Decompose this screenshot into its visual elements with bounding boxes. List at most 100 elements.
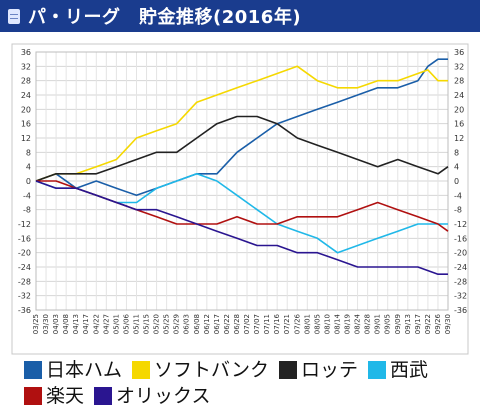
y-tick-label-right: 4 [454,163,459,172]
y-tick-label-left: -4 [23,191,31,200]
x-tick-label: 06/28 [233,314,241,334]
page-title: パ・リーグ 貯金推移(2016年) [28,7,302,28]
legend-item: 日本ハム [24,357,122,383]
y-tick-label-right: 0 [454,177,459,186]
x-tick-label: 09/05 [384,314,392,334]
y-tick-label-right: 36 [454,48,464,57]
y-tick-label-left: -32 [18,292,31,301]
x-tick-label: 05/20 [153,314,161,334]
legend-swatch [24,387,42,405]
x-tick-label: 05/06 [122,313,130,334]
y-tick-label-left: 32 [21,62,31,71]
x-tick-label: 07/11 [263,314,271,334]
x-tick-label: 07/02 [243,314,251,334]
x-tick-label: 04/17 [82,314,90,334]
y-tick-label-left: 8 [26,148,31,157]
y-tick-label-left: -8 [23,206,31,215]
x-tick-label: 06/22 [223,314,231,334]
y-tick-label-right: -24 [454,263,467,272]
x-tick-label: 08/28 [364,314,372,334]
y-tick-label-left: -24 [18,263,31,272]
x-tick-label: 08/19 [344,314,352,334]
x-tick-label: 04/27 [102,314,110,334]
legend-item: ソフトバンク [132,357,269,383]
y-tick-label-left: -16 [18,234,31,243]
x-tick-label: 03/25 [32,314,40,334]
legend-label: 日本ハム [46,359,123,381]
x-tick-label: 04/03 [52,314,60,334]
series-line-ロッテ [35,115,449,182]
x-tick-label: 07/26 [293,313,301,334]
legend-swatch [132,361,151,379]
legend-item: 楽天 [24,383,84,409]
y-tick-label-left: 0 [26,177,31,186]
x-tick-label: 09/17 [414,314,422,334]
y-tick-label-left: 24 [21,91,31,100]
y-tick-label-right: -4 [454,191,462,200]
chart-area: 36 36 32 32 28 28 24 24 20 20 16 16 12 12 8 8 4 4 0 0 -4 -4 -8… [0,38,480,358]
legend-swatch [367,361,386,379]
y-tick-label-left: 36 [21,48,31,57]
y-tick-label-right: 12 [454,134,464,143]
y-tick-label-right: -28 [454,277,467,286]
x-tick-label: 09/13 [404,314,412,334]
y-tick-label-right: 28 [454,77,464,86]
y-tick-label-left: -36 [18,306,31,315]
y-tick-label-left: 16 [21,120,31,129]
y-tick-label-right: 32 [454,62,464,71]
y-tick-label-left: 12 [21,134,31,143]
x-tick-label: 08/10 [323,314,331,334]
x-tick-label: 06/17 [213,314,221,334]
chart-frame [11,43,469,355]
y-tick-label-left: 4 [26,163,31,172]
series-line-ソフトバンク [35,65,448,182]
y-tick-label-right: 8 [454,148,459,157]
legend-label: ソフトバンク [154,359,269,381]
x-tick-label: 09/26 [434,313,442,334]
y-tick-label-right: 20 [454,105,464,114]
legend-item: ロッテ [278,357,358,383]
legend-label: ロッテ [300,359,358,381]
series-line-オリックス [35,180,448,275]
x-tick-label: 08/05 [313,314,321,334]
page-header: パ・リーグ 貯金推移(2016年) [0,0,480,32]
y-tick-label-right: 16 [454,120,464,129]
legend-label: 楽天 [46,385,85,407]
x-tick-label: 08/24 [354,313,362,334]
y-tick-label-right: 24 [454,91,464,100]
y-tick-label-left: 20 [21,105,31,114]
legend-swatch [24,361,42,379]
x-tick-label: 08/01 [303,314,311,334]
x-tick-label: 04/08 [62,314,70,334]
x-tick-label: 04/13 [72,314,80,334]
x-tick-label: 05/25 [163,314,171,334]
x-tick-label: 04/22 [92,314,100,334]
document-icon [8,8,20,24]
x-tick-label: 09/09 [394,314,402,334]
x-tick-label: 09/01 [374,314,382,334]
x-tick-label: 05/11 [132,314,140,334]
legend-swatch [278,361,297,379]
y-tick-label-right: -12 [454,220,467,229]
y-tick-label-right: -36 [454,306,467,315]
y-tick-label-right: -16 [454,234,467,243]
chart-legend: 日本ハム ソフトバンク ロッテ 西武楽天 オリックス [24,357,472,409]
y-tick-label-left: -20 [18,249,31,258]
legend-label: オリックス [116,385,211,407]
x-tick-label: 06/08 [193,314,201,334]
legend-label: 西武 [389,359,428,381]
x-tick-label: 09/22 [424,314,432,334]
x-tick-label: 07/07 [253,314,261,334]
legend-item: 西武 [367,357,428,383]
x-tick-label: 07/16 [273,313,281,334]
x-tick-label: 08/14 [333,313,341,334]
line-chart: 36 36 32 32 28 28 24 24 20 20 16 16 12 12 8 8 4 4 0 0 -4 -4 -8… [11,43,469,355]
y-tick-label-right: -32 [454,292,467,301]
y-tick-label-left: -28 [18,277,31,286]
y-tick-label-left: -12 [18,220,31,229]
x-tick-label: 06/03 [183,314,191,334]
x-tick-label: 06/12 [203,314,211,334]
x-tick-label: 07/21 [283,314,291,334]
x-tick-label: 05/15 [143,314,151,334]
legend-item: オリックス [94,383,210,409]
